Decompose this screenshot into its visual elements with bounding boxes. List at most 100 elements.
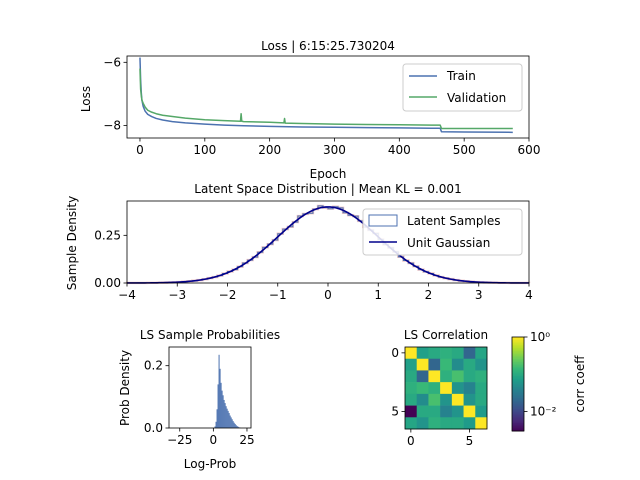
colorbar-gradient-step (512, 421, 524, 424)
colorbar-gradient-step (512, 384, 524, 387)
colorbar-gradient-step (512, 343, 524, 346)
colorbar-gradient-step (512, 398, 524, 401)
probability-bar (223, 399, 225, 428)
correlation-title: LS Correlation (404, 328, 488, 342)
correlation-heatmap: 0 5 0 5 (391, 346, 488, 448)
correlation-cell (416, 370, 429, 383)
colorbar-gradient-step (512, 371, 524, 374)
correlation-cell (451, 417, 464, 430)
correlation-cell (475, 347, 488, 360)
correlation-cell (440, 347, 453, 360)
colorbar-gradient-step (512, 380, 524, 383)
latent-xtick-label: 4 (525, 288, 533, 302)
probability-bar (224, 403, 226, 428)
colorbar-gradient-step (512, 415, 524, 418)
colorbar-gradient-step (512, 413, 524, 416)
colorbar-gradient-step (512, 351, 524, 354)
probabilities-ytick-label: 0.2 (144, 359, 163, 373)
probability-bar (218, 354, 220, 428)
loss-legend: Train Validation (402, 63, 523, 112)
probabilities-xtick-label: 25 (239, 433, 254, 447)
correlation-cell (463, 417, 476, 430)
colorbar-gradient-step (512, 429, 524, 432)
colorbar-gradient-step (512, 346, 524, 349)
colorbar-gradient-step (512, 379, 524, 382)
probability-bar (233, 422, 235, 428)
colorbar-gradient-step (512, 355, 524, 358)
legend-latent-samples-label: Latent Samples (407, 214, 501, 228)
latent-ylabel: Sample Density (65, 196, 79, 290)
colorbar-gradient-step (512, 344, 524, 347)
correlation-cell (451, 382, 464, 395)
probability-bar (225, 406, 227, 428)
probabilities-panel: LS Sample Probabilities −25 0 25 0.0 0.2 Log… (118, 328, 280, 471)
correlation-cell (416, 405, 429, 418)
colorbar-frame (511, 336, 525, 432)
correlation-cell (405, 347, 418, 360)
probability-bar (215, 421, 217, 428)
probability-bar (219, 368, 221, 428)
latent-xtick-label: −2 (219, 288, 237, 302)
loss-axes-frame (126, 55, 530, 139)
correlation-cell (440, 393, 453, 406)
probability-bar (235, 425, 237, 428)
probability-bar (214, 426, 216, 428)
correlation-ytick-label: 0 (391, 346, 399, 360)
correlation-xtick-label: 5 (466, 434, 474, 448)
colorbar-gradient-step (512, 396, 524, 399)
probabilities-axes-frame (168, 346, 252, 429)
colorbar-gradient-step (512, 409, 524, 412)
latent-xtick-label: −3 (168, 288, 186, 302)
colorbar-gradient-step (512, 340, 524, 343)
correlation-cell (428, 358, 441, 371)
correlation-cell (463, 382, 476, 395)
colorbar-gradient-step (512, 376, 524, 379)
correlation-ytick-label: 5 (391, 404, 399, 418)
legend-train-label: Train (446, 69, 476, 83)
loss-xtick-label: 600 (518, 143, 541, 157)
latent-legend-box (362, 208, 523, 256)
latent-ytick-label: 0.00 (94, 276, 121, 290)
correlation-cell (405, 417, 418, 430)
colorbar-gradient-step (512, 424, 524, 427)
latent-xtick-label: −4 (118, 288, 136, 302)
probabilities-ylabel: Prob Density (118, 350, 132, 426)
correlation-cell (405, 393, 418, 406)
colorbar-gradient-step (512, 337, 524, 340)
colorbar-gradient-step (512, 390, 524, 393)
correlation-cell (416, 358, 429, 371)
loss-xtick-label: 0 (136, 143, 144, 157)
latent-xtick-label: 0 (324, 288, 332, 302)
probability-bar (222, 395, 224, 428)
loss-title: Loss | 6:15:25.730204 (261, 39, 395, 53)
correlation-cell (451, 393, 464, 406)
colorbar-gradient-step (512, 418, 524, 421)
colorbar-gradient-step (512, 394, 524, 398)
correlation-cell (416, 417, 429, 430)
correlation-panel: LS Correlation 0 5 0 5 10⁰ 10⁻² corr coeff (391, 328, 587, 448)
legend-validation-label: Validation (447, 91, 506, 105)
colorbar-gradient-step (512, 347, 524, 351)
probability-bar (237, 426, 239, 428)
colorbar-gradient-step (512, 341, 524, 344)
correlation-cell (451, 370, 464, 383)
colorbar: 10⁰ 10⁻² (511, 330, 557, 432)
loss-line-validation (139, 68, 513, 130)
latent-xtick-label: −1 (269, 288, 287, 302)
loss-plot-area: 0 100 200 300 400 500 600 −6 −8 (103, 55, 540, 157)
correlation-cell (475, 393, 488, 406)
colorbar-gradient-step (512, 360, 524, 363)
correlation-cell (405, 382, 418, 395)
correlation-cell (463, 370, 476, 383)
correlation-cell (463, 347, 476, 360)
colorbar-gradient-step (512, 354, 524, 357)
legend-latent-samples-swatch (368, 214, 398, 227)
probability-bar (232, 421, 234, 428)
correlation-cell (451, 358, 464, 371)
colorbar-gradient-step (512, 423, 524, 426)
colorbar-gradient-step (512, 401, 524, 404)
correlation-cell (416, 347, 429, 360)
correlation-cell (440, 358, 453, 371)
colorbar-gradient-step (512, 382, 524, 385)
correlation-cell (463, 405, 476, 418)
